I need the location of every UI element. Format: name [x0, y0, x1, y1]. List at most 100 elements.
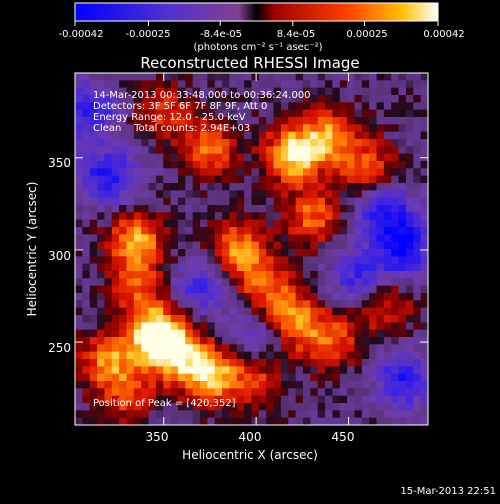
heatmap-cell: [251, 381, 260, 389]
heatmap-cell: [361, 139, 370, 147]
heatmap-cell: [325, 388, 333, 397]
heatmap-cell: [339, 359, 348, 367]
heatmap-cell: [332, 388, 341, 397]
heatmap-cell: [420, 95, 428, 103]
heatmap-cell: [185, 300, 194, 309]
heatmap-cell: [251, 337, 260, 345]
heatmap-cell: [405, 124, 414, 133]
heatmap-cell: [354, 263, 363, 272]
heatmap-cell: [369, 227, 378, 235]
heatmap-cell: [398, 373, 407, 382]
heatmap-cell: [222, 161, 231, 169]
heatmap-cell: [97, 293, 106, 301]
heatmap-cell: [295, 293, 304, 301]
heatmap-cell: [391, 351, 400, 360]
heatmap-cell: [288, 300, 297, 309]
heatmap-cell: [75, 373, 83, 382]
heatmap-cell: [89, 212, 98, 221]
heatmap-cell: [288, 373, 297, 382]
heatmap-cell: [141, 175, 150, 184]
heatmap-cell: [251, 234, 260, 243]
heatmap-cell: [214, 241, 223, 250]
heatmap-cell: [133, 161, 142, 169]
heatmap-cell: [251, 80, 260, 89]
heatmap-cell: [347, 161, 356, 169]
heatmap-cell: [369, 381, 378, 389]
heatmap-cell: [148, 168, 157, 177]
heatmap-cell: [383, 249, 392, 257]
heatmap-cell: [75, 117, 83, 125]
heatmap-cell: [119, 241, 128, 250]
heatmap-cell: [383, 109, 392, 118]
heatmap-cell: [369, 395, 378, 404]
heatmap-cell: [302, 322, 311, 331]
heatmap-cell: [229, 344, 238, 353]
heatmap-cell: [185, 139, 194, 147]
heatmap-cell: [295, 183, 304, 191]
heatmap-cell: [170, 322, 179, 331]
heatmap-cell: [376, 395, 385, 404]
heatmap-cell: [141, 381, 150, 389]
heatmap-cell: [126, 73, 135, 81]
heatmap-cell: [383, 87, 392, 96]
heatmap-cell: [207, 183, 216, 191]
heatmap-cell: [391, 241, 400, 250]
heatmap-cell: [258, 366, 267, 375]
heatmap-cell: [391, 417, 400, 425]
heatmap-cell: [133, 381, 142, 389]
heatmap-cell: [111, 359, 120, 367]
heatmap-cell: [244, 351, 253, 360]
heatmap-cell: [405, 131, 414, 140]
heatmap-cell: [332, 175, 341, 184]
heatmap-cell: [148, 109, 157, 118]
heatmap-cell: [163, 117, 172, 125]
heatmap-cell: [104, 168, 113, 177]
heatmap-cell: [405, 329, 414, 338]
heatmap-cell: [148, 351, 157, 360]
heatmap-cell: [89, 388, 98, 397]
heatmap-cell: [398, 175, 407, 184]
heatmap-cell: [280, 227, 289, 235]
heatmap-cell: [155, 329, 164, 338]
heatmap-cell: [170, 381, 179, 389]
heatmap-cell: [155, 95, 164, 103]
heatmap-cell: [141, 351, 150, 360]
heatmap-cell: [177, 87, 186, 96]
heatmap-cell: [82, 307, 91, 316]
heatmap-cell: [273, 351, 282, 360]
heatmap-cell: [192, 87, 201, 96]
heatmap-cell: [398, 234, 407, 243]
heatmap-cell: [302, 241, 311, 250]
heatmap-cell: [126, 117, 135, 125]
heatmap-cell: [155, 205, 164, 213]
heatmap-cell: [288, 234, 297, 243]
heatmap-cell: [82, 417, 91, 425]
heatmap-cell: [177, 146, 186, 155]
heatmap-cell: [89, 366, 98, 375]
heatmap-cell: [97, 197, 106, 206]
heatmap-cell: [376, 227, 385, 235]
heatmap-cell: [295, 300, 304, 309]
heatmap-cell: [126, 205, 135, 213]
heatmap-cell: [185, 307, 194, 316]
heatmap-cell: [89, 359, 98, 367]
heatmap-cell: [244, 344, 253, 353]
heatmap-cell: [82, 351, 91, 360]
heatmap-cell: [75, 307, 83, 316]
heatmap-cell: [229, 293, 238, 301]
heatmap-cell: [383, 241, 392, 250]
heatmap-cell: [89, 219, 98, 228]
heatmap-cell: [273, 315, 282, 323]
heatmap-cell: [155, 278, 164, 287]
heatmap-cell: [339, 168, 348, 177]
heatmap-cell: [310, 153, 319, 162]
heatmap-cell: [310, 322, 319, 331]
heatmap-cell: [273, 410, 282, 419]
heatmap-cell: [339, 131, 348, 140]
heatmap-cell: [354, 227, 363, 235]
heatmap-cell: [236, 293, 245, 301]
heatmap-cell: [244, 388, 253, 397]
heatmap-cell: [376, 95, 385, 103]
heatmap-cell: [317, 183, 326, 191]
